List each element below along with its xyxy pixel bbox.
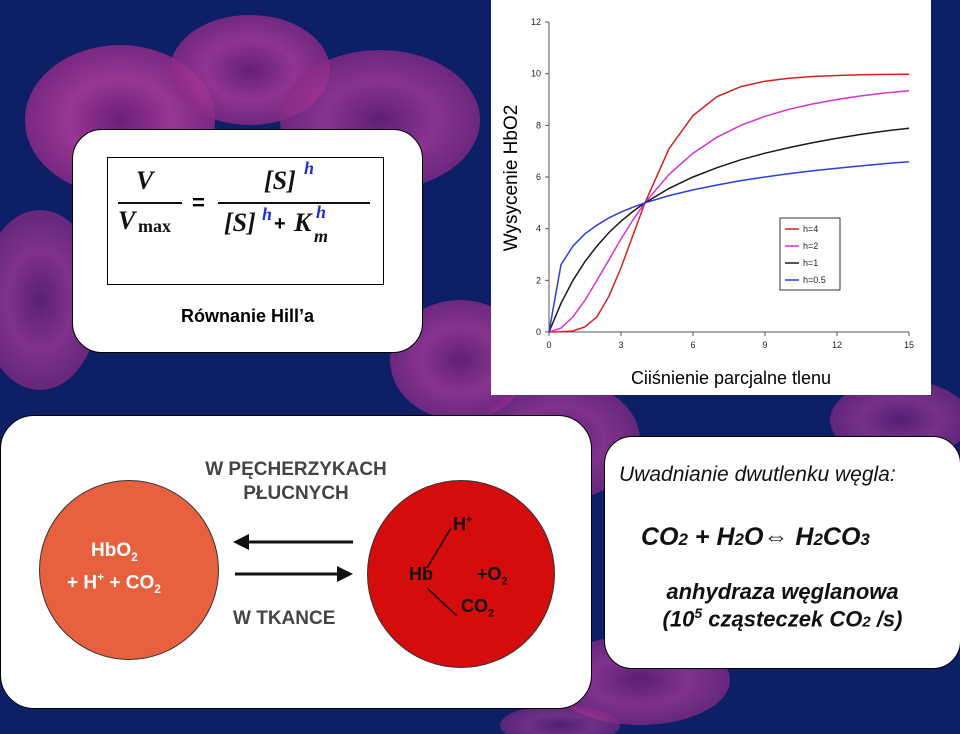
rate-pre: (10 xyxy=(662,606,695,632)
deoxyhemoglobin-circle xyxy=(367,480,555,668)
x-tick-label: 15 xyxy=(904,340,914,350)
rhs-k-sub: m xyxy=(314,226,329,246)
lungs-label-line-2: PŁUCNYCH xyxy=(243,483,349,504)
h-ion-text: + H xyxy=(67,572,98,594)
eq-h2-sub: 2 xyxy=(813,530,823,549)
rate-sub: 2 xyxy=(862,613,871,631)
rate-post: /s) xyxy=(870,606,903,632)
arrow-left-icon xyxy=(233,534,353,550)
left-line-1: HbO2 xyxy=(91,540,138,564)
rhs-top: [S] xyxy=(264,166,296,195)
right-hb: Hb xyxy=(409,564,433,584)
hill-equation-panel: V V max = [S] h [S] h + K m h Równanie H… xyxy=(72,129,423,353)
y-tick-label: 4 xyxy=(536,224,541,234)
hydration-title: Uwadnianie dwutlenku węgla: xyxy=(619,463,896,486)
fraction-bar-left xyxy=(118,202,182,204)
lungs-label-line-1: W PĘCHERZYKACH xyxy=(205,459,387,480)
eq-co3: CO xyxy=(822,523,861,551)
arrow-right-icon xyxy=(235,566,353,582)
y-axis-label: Wysycenie HbO2 xyxy=(501,105,522,252)
x-tick-label: 6 xyxy=(690,340,695,350)
series-line-h-4 xyxy=(548,73,910,333)
right-h-ion: H+ xyxy=(453,514,472,535)
exchange-arrows xyxy=(233,534,353,582)
enzyme-rate: (105 cząsteczek CO2 /s) xyxy=(605,605,960,632)
y-tick-label: 12 xyxy=(531,17,541,27)
hbo-sub: 2 xyxy=(131,549,138,564)
co-text: + CO xyxy=(104,572,155,594)
eq-h2: H xyxy=(788,523,814,551)
gas-exchange-panel: HbO2 + H+ + CO2 W PĘCHERZYKACH PŁUCNYCH … xyxy=(0,415,592,709)
rhs-bottom-s: [S] xyxy=(224,208,256,237)
left-line-2: + H+ + CO2 xyxy=(67,570,161,596)
x-tick-label: 0 xyxy=(546,340,551,350)
series-line-h-1 xyxy=(548,127,910,333)
rhs-k-exponent: h xyxy=(316,202,327,222)
saturation-chart-panel: Wysycenie HbO2 Ciiśnienie parcjalne tlen… xyxy=(491,0,931,395)
eq-arrow: ⇔ xyxy=(763,523,789,551)
eq-o: O xyxy=(743,523,764,551)
rate-sup: 5 xyxy=(694,605,703,621)
lungs-label: W PĘCHERZYKACH PŁUCNYCH xyxy=(181,458,411,506)
right-o2: +O2 xyxy=(477,564,508,588)
x-tick-label: 3 xyxy=(618,340,623,350)
numerator-v: V xyxy=(136,166,154,195)
denominator-v: V xyxy=(118,206,136,235)
saturation-chart: Wysycenie HbO2 Ciiśnienie parcjalne tlen… xyxy=(501,17,914,388)
tissue-label: W TKANCE xyxy=(233,608,336,629)
h-ion-sup: + xyxy=(97,570,105,584)
x-tick-label: 12 xyxy=(832,340,842,350)
hydration-equation: CO2 + H2O⇔ H2CO3 xyxy=(641,523,870,552)
series-line-h-2 xyxy=(548,89,910,333)
legend-label: h=2 xyxy=(803,241,818,251)
eq-co: CO xyxy=(641,523,679,551)
right-o2-text: +O xyxy=(477,564,502,584)
hill-formula: V V max = [S] h [S] h + K m h xyxy=(107,157,384,285)
right-h-sup: + xyxy=(466,514,473,526)
right-co2: CO2 xyxy=(461,596,494,620)
right-co2-text: CO xyxy=(461,596,488,616)
hb-bond-lines xyxy=(426,527,458,617)
right-o2-sub: 2 xyxy=(501,575,508,588)
y-tick-label: 8 xyxy=(536,120,541,130)
denominator-sub: max xyxy=(138,216,171,236)
co-sub: 2 xyxy=(154,582,161,597)
x-axis-label: Ciiśnienie parcjalne tlenu xyxy=(631,368,831,388)
right-co2-sub: 2 xyxy=(488,607,495,620)
legend-label: h=0.5 xyxy=(803,275,826,285)
equals-sign: = xyxy=(192,190,205,215)
eq-h-sub: 2 xyxy=(734,530,744,549)
eq-co3-sub: 3 xyxy=(860,530,870,549)
rate-mid: cząsteczek CO xyxy=(702,606,863,632)
y-tick-label: 10 xyxy=(531,69,541,79)
rhs-k: K xyxy=(294,208,312,237)
eq-plus-h: + H xyxy=(687,523,735,551)
x-tick-label: 9 xyxy=(762,340,767,350)
y-tick-label: 6 xyxy=(536,172,541,182)
y-tick-label: 2 xyxy=(536,275,541,285)
rhs-plus: + xyxy=(274,213,286,235)
legend-label: h=1 xyxy=(803,258,818,268)
eq-co-sub: 2 xyxy=(678,530,688,549)
y-tick-label: 0 xyxy=(536,327,541,337)
fraction-bar-right xyxy=(218,202,370,204)
series-line-h-0.5 xyxy=(548,161,910,333)
hbo-text: HbO xyxy=(91,540,132,561)
chart-legend xyxy=(779,217,841,291)
hill-caption: Równanie Hill’a xyxy=(180,306,315,326)
legend-label: h=4 xyxy=(803,224,818,234)
enzyme-name: anhydraza węglanowa xyxy=(666,579,899,604)
rhs-top-exponent: h xyxy=(304,158,315,178)
co2-hydration-panel: Uwadnianie dwutlenku węgla: CO2 + H2O⇔ H… xyxy=(604,436,960,669)
oxyhemoglobin-circle xyxy=(39,480,219,660)
rhs-bottom-exponent: h xyxy=(262,204,273,224)
right-h-text: H xyxy=(453,514,466,534)
